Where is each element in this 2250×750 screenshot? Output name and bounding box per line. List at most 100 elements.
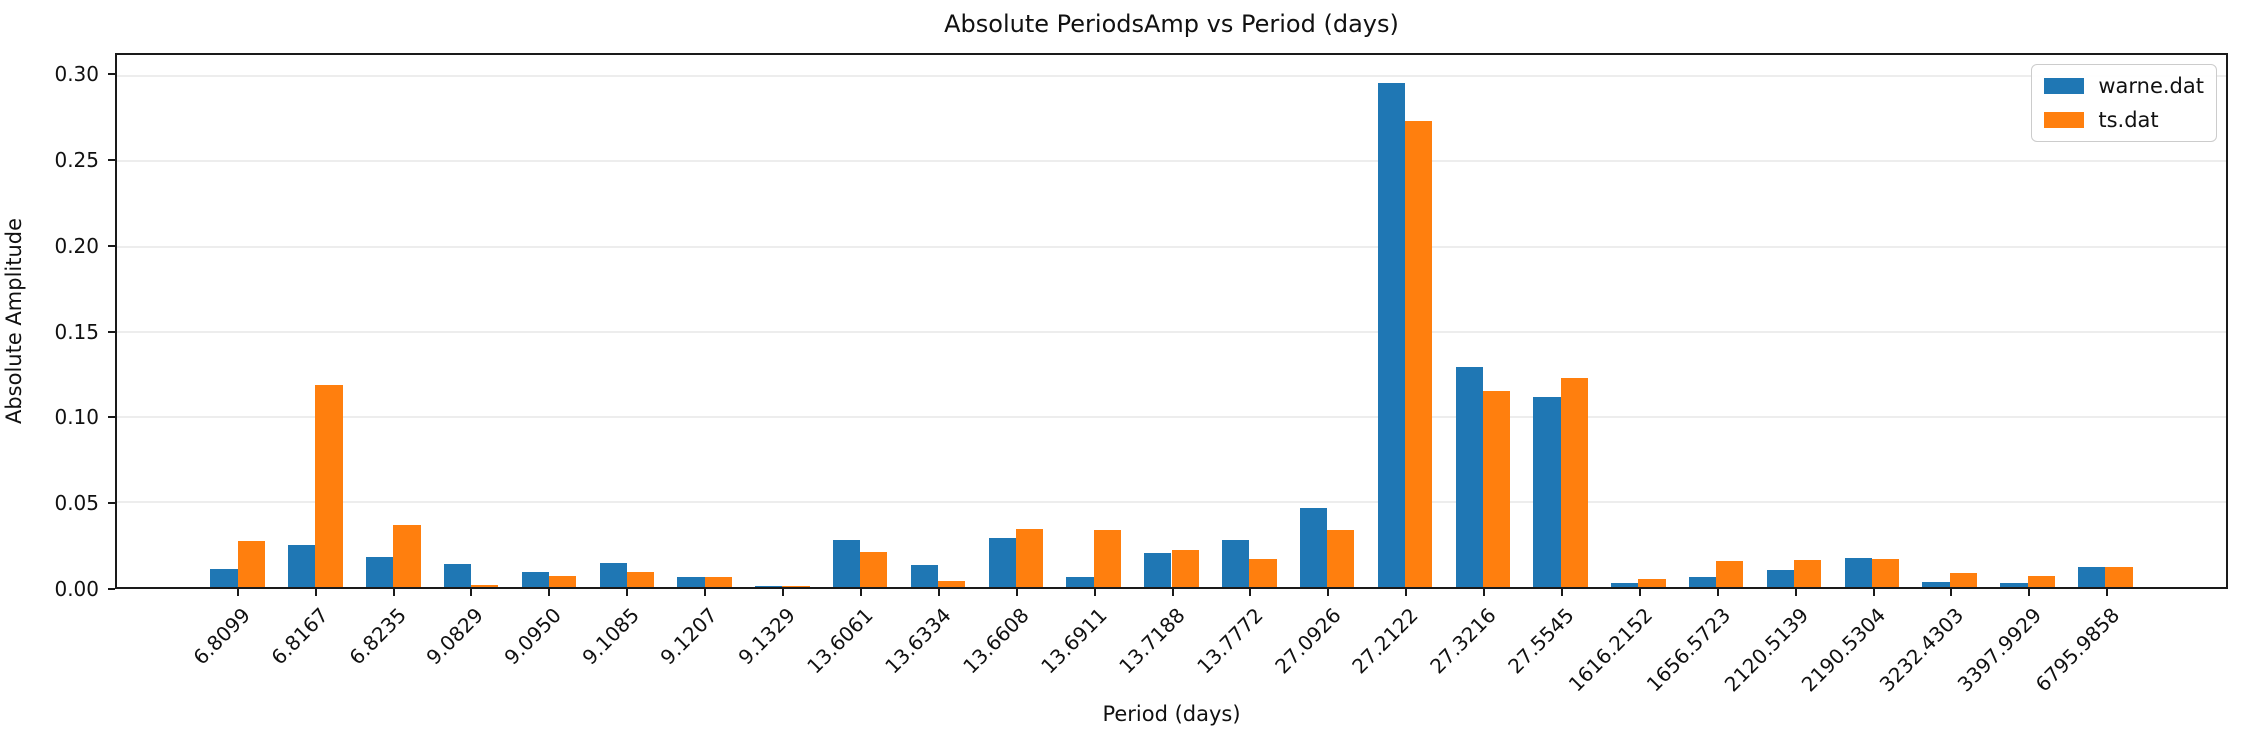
bar-warne-dat	[1689, 577, 1717, 587]
bar-warne-dat	[2078, 567, 2106, 587]
gridline	[117, 330, 2226, 333]
x-tick-mark	[1872, 589, 1875, 596]
x-tick-mark	[1249, 589, 1252, 596]
x-tick-label: 6795.9858	[2030, 603, 2125, 697]
x-tick-mark	[859, 589, 862, 596]
bar-warne-dat	[1922, 582, 1950, 587]
x-tick-mark	[1950, 589, 1953, 596]
x-tick-mark	[314, 589, 317, 596]
legend-label: warne.dat	[2098, 74, 2204, 98]
x-tick-mark	[626, 589, 629, 596]
legend-swatch-icon	[2044, 78, 2085, 94]
bar-ts-dat	[1560, 378, 1588, 587]
x-tick-mark	[1483, 589, 1486, 596]
legend-swatch-icon	[2044, 112, 2085, 128]
x-tick-label: 27.5545	[1503, 603, 1579, 679]
x-tick-label: 6.8167	[266, 603, 333, 670]
x-tick-mark	[236, 589, 239, 596]
gridline	[117, 500, 2226, 503]
x-tick-label: 1616.2152	[1563, 603, 1657, 697]
bar-warne-dat	[1611, 582, 1639, 587]
x-tick-label: 9.0950	[499, 603, 567, 670]
x-tick-label: 13.7188	[1114, 603, 1190, 679]
x-tick-label: 27.0926	[1269, 603, 1346, 679]
x-tick-mark	[548, 589, 551, 596]
bar-ts-dat	[1249, 558, 1277, 587]
bar-ts-dat	[1716, 561, 1744, 587]
bar-warne-dat	[1299, 507, 1328, 587]
bar-warne-dat	[1766, 570, 1795, 587]
bar-ts-dat	[704, 576, 732, 587]
x-tick-label: 3397.9929	[1952, 603, 2047, 697]
y-tick-mark	[108, 244, 115, 247]
bar-warne-dat	[521, 572, 549, 587]
y-tick-mark	[108, 502, 115, 505]
x-tick-label: 9.1207	[655, 603, 723, 670]
legend: warne.dat ts.dat	[2031, 64, 2217, 142]
x-tick-mark	[1327, 589, 1330, 596]
bar-ts-dat	[2027, 576, 2055, 587]
x-tick-label: 3232.4303	[1874, 603, 1969, 697]
x-tick-label: 27.3216	[1425, 603, 1502, 679]
x-tick-label: 9.1085	[577, 603, 645, 670]
x-tick-mark	[392, 589, 395, 596]
x-tick-label: 1656.5723	[1641, 603, 1735, 697]
bar-ts-dat	[1794, 560, 1822, 587]
bar-warne-dat	[599, 562, 627, 587]
legend-item: warne.dat	[2044, 74, 2204, 98]
bar-ts-dat	[626, 571, 654, 587]
x-tick-mark	[1716, 589, 1719, 596]
x-tick-label: 13.6061	[802, 603, 878, 679]
bar-ts-dat	[938, 581, 966, 587]
bar-warne-dat	[443, 564, 472, 587]
bar-warne-dat	[210, 569, 238, 587]
y-tick-label: 0.10	[54, 405, 99, 430]
y-tick-label: 0.00	[54, 577, 99, 601]
gridline	[117, 160, 2226, 163]
x-tick-label: 13.6911	[1036, 603, 1112, 679]
x-tick-mark	[1405, 589, 1408, 596]
bar-ts-dat	[1482, 390, 1511, 587]
bar-ts-dat	[1015, 528, 1044, 587]
chart-title: Absolute PeriodsAmp vs Period (days)	[944, 10, 1399, 38]
y-tick-mark	[108, 159, 115, 162]
x-tick-label: 6.8099	[188, 603, 255, 670]
x-tick-label: 13.6334	[880, 603, 956, 679]
x-tick-label: 13.6608	[958, 603, 1034, 679]
x-tick-mark	[1638, 589, 1641, 596]
x-tick-label: 6.8235	[344, 603, 411, 670]
y-tick-label: 0.05	[54, 491, 99, 516]
x-tick-mark	[2028, 589, 2031, 596]
bar-ts-dat	[393, 524, 421, 587]
bar-warne-dat	[1144, 552, 1172, 587]
bar-warne-dat	[1455, 367, 1483, 587]
y-tick-mark	[108, 588, 115, 590]
bar-warne-dat	[910, 564, 939, 587]
y-tick-mark	[108, 73, 115, 76]
bar-ts-dat	[860, 551, 888, 587]
x-tick-label: 9.0829	[421, 603, 489, 670]
bar-ts-dat	[782, 586, 810, 587]
y-tick-mark	[108, 416, 115, 419]
x-tick-label: 9.1329	[733, 603, 800, 670]
y-tick-mark	[108, 330, 115, 333]
bar-warne-dat	[1377, 82, 1405, 587]
bar-ts-dat	[1638, 579, 1666, 587]
x-tick-mark	[470, 589, 473, 596]
x-tick-mark	[1015, 589, 1018, 596]
bar-ts-dat	[237, 541, 265, 587]
x-tick-mark	[937, 589, 940, 596]
bar-ts-dat	[1327, 530, 1355, 587]
x-tick-mark	[1794, 589, 1797, 596]
bar-warne-dat	[1533, 396, 1561, 587]
bar-ts-dat	[548, 575, 577, 587]
bar-ts-dat	[315, 384, 343, 587]
y-tick-label: 0.15	[54, 319, 99, 344]
bar-ts-dat	[1871, 558, 1900, 587]
bar-ts-dat	[1093, 530, 1121, 587]
bar-warne-dat	[288, 544, 316, 587]
gridline	[117, 245, 2226, 248]
bar-warne-dat	[1844, 558, 1872, 587]
x-tick-mark	[1171, 589, 1174, 596]
bar-warne-dat	[1066, 576, 1094, 587]
